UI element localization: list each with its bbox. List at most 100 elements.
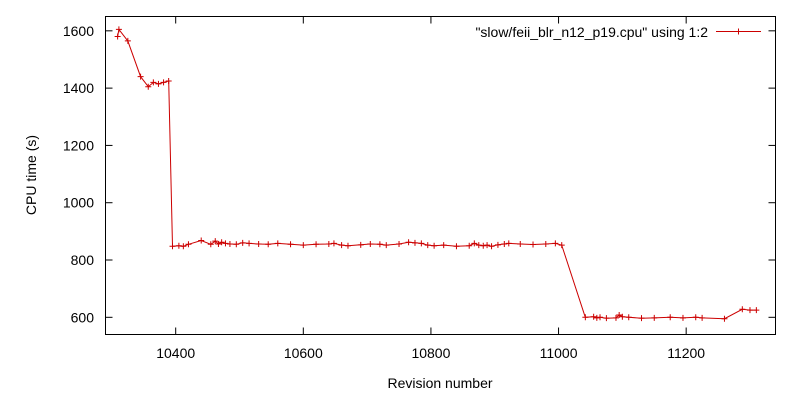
data-point — [325, 240, 332, 247]
data-point — [488, 243, 495, 250]
data-point — [735, 28, 742, 35]
y-axis-label: CPU time (s) — [23, 135, 39, 215]
plot-frame — [105, 16, 776, 335]
data-point — [590, 313, 597, 320]
data-point — [651, 314, 658, 321]
data-point — [114, 33, 121, 40]
data-point — [313, 241, 320, 248]
data-point — [494, 241, 501, 248]
data-point — [699, 314, 706, 321]
data-point — [115, 26, 122, 33]
data-point — [150, 79, 157, 86]
legend-sample-line — [716, 28, 761, 35]
data-point — [721, 315, 728, 322]
series-layer — [114, 26, 760, 322]
data-point — [505, 240, 512, 247]
data-point — [619, 313, 626, 320]
data-point — [137, 73, 144, 80]
x-tick-label: 10400 — [156, 345, 195, 361]
data-point — [265, 241, 272, 248]
data-point — [160, 79, 167, 86]
data-point — [542, 240, 549, 247]
x-axis-ticks: 10400 10600 10800 11000 11200 — [156, 16, 705, 361]
x-tick-label: 10800 — [411, 345, 450, 361]
data-point — [175, 242, 182, 249]
data-point — [124, 37, 131, 44]
data-point — [145, 83, 152, 90]
data-point — [405, 239, 412, 246]
data-point — [165, 77, 172, 84]
data-point — [383, 242, 390, 249]
data-point — [246, 240, 253, 247]
x-axis-label: Revision number — [387, 375, 492, 391]
data-point — [367, 240, 374, 247]
data-point — [396, 240, 403, 247]
data-point — [739, 306, 746, 313]
data-point — [222, 240, 229, 247]
y-tick-label: 1400 — [63, 80, 94, 96]
data-point — [338, 242, 345, 249]
data-point — [155, 80, 162, 87]
data-point — [274, 240, 281, 247]
data-point — [616, 312, 623, 319]
legend: "slow/feii_blr_n12_p19.cpu" using 1:2 — [475, 24, 761, 40]
data-point — [746, 307, 753, 314]
data-point — [376, 241, 383, 248]
data-point — [582, 314, 589, 321]
data-point — [431, 242, 438, 249]
data-point — [207, 241, 214, 248]
series-line — [117, 28, 757, 320]
data-point — [603, 315, 610, 322]
data-point — [753, 307, 760, 314]
x-tick-label: 10600 — [284, 345, 323, 361]
data-point — [625, 314, 632, 321]
data-point — [558, 242, 565, 249]
y-tick-label: 600 — [71, 309, 95, 325]
data-point — [233, 241, 240, 248]
data-point — [418, 240, 425, 247]
legend-label: "slow/feii_blr_n12_p19.cpu" using 1:2 — [475, 24, 708, 40]
data-point — [344, 242, 351, 249]
data-point — [169, 243, 176, 250]
data-point — [411, 239, 418, 246]
data-point — [330, 240, 337, 247]
data-point — [638, 315, 645, 322]
data-point — [198, 237, 205, 244]
y-tick-label: 1200 — [63, 137, 94, 153]
data-point — [185, 241, 192, 248]
data-point — [218, 239, 225, 246]
data-point — [226, 240, 233, 247]
data-point — [552, 240, 559, 247]
data-point — [357, 241, 364, 248]
data-point — [593, 314, 600, 321]
data-point — [679, 314, 686, 321]
data-point — [530, 241, 537, 248]
x-tick-label: 11000 — [540, 345, 578, 361]
x-tick-label: 11200 — [667, 345, 705, 361]
data-point — [667, 314, 674, 321]
y-tick-label: 1000 — [63, 195, 94, 211]
data-point — [471, 240, 478, 247]
data-point — [287, 241, 294, 248]
data-point — [517, 240, 524, 247]
data-point — [215, 240, 222, 247]
data-point — [480, 242, 487, 249]
data-point — [475, 242, 482, 249]
data-point — [612, 314, 619, 321]
data-point — [300, 242, 307, 249]
data-point — [692, 314, 699, 321]
data-point — [453, 243, 460, 250]
data-point — [501, 240, 508, 247]
data-point — [597, 314, 604, 321]
data-point — [255, 240, 262, 247]
data-point — [239, 239, 246, 246]
data-point — [466, 242, 473, 249]
data-point — [424, 242, 431, 249]
y-tick-label: 800 — [71, 252, 95, 268]
y-axis-ticks: 600 800 1000 1200 1400 1600 — [63, 23, 776, 325]
data-point — [180, 243, 187, 250]
y-tick-label: 1600 — [63, 23, 94, 39]
data-point — [212, 238, 219, 245]
data-point — [484, 242, 491, 249]
